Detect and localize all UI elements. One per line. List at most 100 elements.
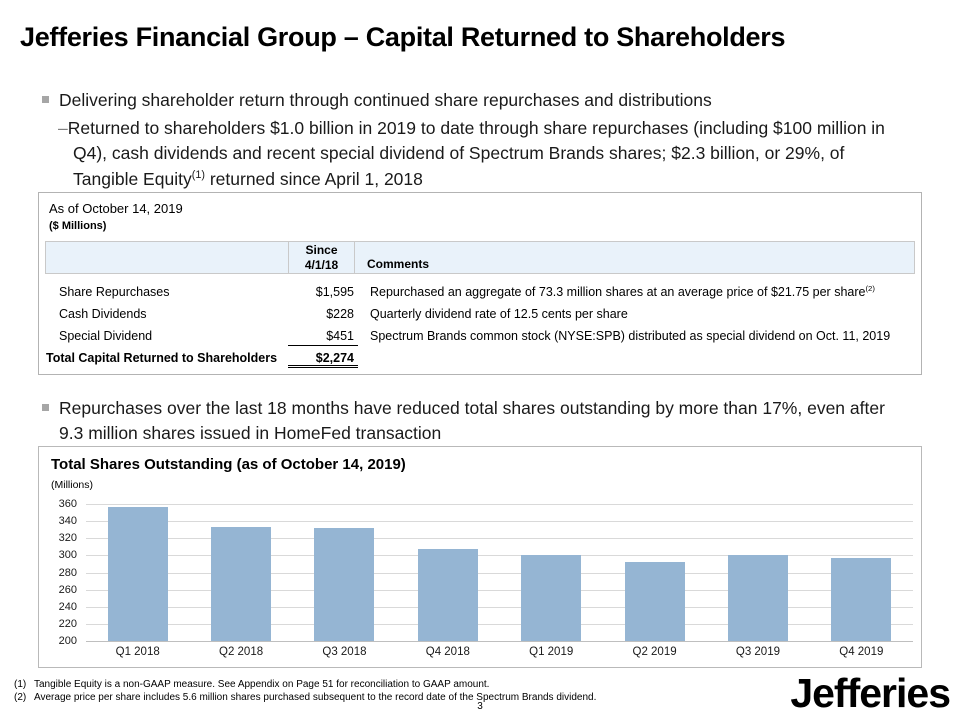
bar-q4-2019 [831, 557, 892, 641]
y-tick-label: 200 [58, 635, 77, 647]
row-value: $1,595 [315, 284, 354, 299]
gridline [86, 572, 913, 574]
x-tick-label: Q1 2018 [115, 646, 160, 658]
row-label: Total Capital Returned to Shareholders [46, 351, 278, 365]
row-value: $451 [288, 327, 358, 346]
sub-bullet-1: –Returned to shareholders $1.0 billion i… [58, 116, 910, 192]
row-label: Special Dividend [59, 329, 153, 343]
gridline [86, 538, 913, 540]
table-units-label: ($ Millions) [49, 220, 107, 232]
bar-q3-2019 [727, 554, 788, 641]
shares-outstanding-chart: Total Shares Outstanding (as of October … [38, 446, 922, 668]
bullet-2-text: Repurchases over the last 18 months have… [59, 398, 885, 443]
row-comment-text: Spectrum Brands common stock (NYSE:SPB) … [370, 329, 891, 343]
x-tick-label: Q3 2018 [322, 646, 367, 658]
bar-slot [396, 504, 499, 641]
bar-q1-2019 [521, 555, 582, 641]
chart-y-axis-labels: 200 220 240 260 280 300 320 340 360 [43, 498, 81, 647]
x-tick-label: Q4 2019 [839, 646, 884, 658]
footnote: (2) Average price per share includes 5.6 … [14, 691, 596, 704]
y-tick-label: 260 [58, 583, 77, 596]
gridline [86, 641, 913, 642]
bar-slot [293, 504, 396, 641]
table-row: Special Dividend $451 Spectrum Brands comm… [45, 325, 915, 347]
bar-q2-2019 [624, 562, 685, 641]
row-comment: Quarterly dividend rate of 12.5 cents pe… [358, 307, 915, 321]
bar-q1-2018 [107, 506, 168, 641]
footnote-number: (2) [14, 692, 27, 703]
x-tick-label: Q2 2018 [219, 646, 264, 658]
bar-slot [500, 504, 603, 641]
bullet-square-icon [42, 96, 49, 103]
row-label: Share Repurchases [59, 285, 170, 299]
row-comment-text: Quarterly dividend rate of 12.5 cents pe… [370, 307, 628, 321]
sub-bullet-1-text: Returned to shareholders $1.0 billion in… [67, 118, 885, 189]
gridline [86, 521, 913, 523]
dash-icon: – [58, 118, 68, 138]
table-row: Total Capital Returned to Shareholders $2… [45, 347, 915, 369]
row-comment: Spectrum Brands common stock (NYSE:SPB) … [358, 329, 915, 343]
table-body: Share Repurchases $1,595 Repurchased an ag… [45, 281, 915, 369]
since-line2: 4/1/18 [304, 257, 339, 272]
row-value: $2,274 [288, 349, 358, 368]
capital-returned-table: As of October 14, 2019 ($ Millions) Sinc… [38, 192, 922, 375]
bullet-square-icon [42, 404, 49, 411]
bullet-1: Delivering shareholder return through co… [42, 88, 922, 113]
row-label: Cash Dividends [59, 307, 147, 321]
table-header-spacer [46, 242, 289, 273]
chart-title: Total Shares Outstanding (as of October … [51, 456, 406, 473]
gridline [86, 504, 913, 505]
chart-plot [86, 504, 913, 642]
chart-bars [86, 504, 913, 641]
chart-x-axis-labels: Q1 2018 Q2 2018 Q3 2018 Q4 2018 Q1 2019 Q2 20… [86, 646, 913, 658]
table-as-of-label: As of October 14, 2019 [49, 201, 183, 216]
gridline [86, 623, 913, 625]
footnotes: (1) Tangible Equity is a non-GAAP measure… [14, 678, 596, 704]
bar-slot [706, 504, 809, 641]
y-tick-label: 360 [58, 498, 77, 510]
y-tick-label: 340 [58, 515, 77, 528]
x-tick-label: Q4 2018 [425, 646, 470, 658]
sub-bullet-1-text-after: returned since April 1, 2018 [204, 168, 423, 189]
bar-q4-2018 [417, 549, 478, 641]
since-line1: Since [305, 242, 338, 257]
x-tick-label: Q2 2019 [632, 646, 677, 658]
bar-q3-2018 [314, 527, 375, 641]
table-header-row: Since 4/1/18 Comments [45, 241, 915, 274]
bar-slot [603, 504, 706, 641]
bar-slot [86, 504, 189, 641]
jefferies-logo: Jefferies [790, 670, 951, 716]
bullet-2: Repurchases over the last 18 months have… [42, 396, 912, 446]
y-tick-label: 240 [58, 600, 77, 613]
x-tick-label: Q3 2019 [735, 646, 780, 658]
y-tick-label: 320 [58, 532, 77, 545]
row-comment: Repurchased an aggregate of 73.3 million… [358, 284, 915, 299]
x-tick-label: Q1 2019 [529, 646, 574, 658]
y-tick-label: 220 [58, 617, 77, 630]
bar-slot [810, 504, 913, 641]
footnote-ref-1: (1) [191, 168, 205, 181]
bar-q2-2018 [211, 527, 272, 641]
table-row: Share Repurchases $1,595 Repurchased an ag… [45, 281, 915, 303]
row-value: $228 [326, 306, 354, 321]
bar-slot [189, 504, 292, 641]
footnote-number: (1) [14, 679, 27, 690]
table-header-since: Since 4/1/18 [289, 242, 355, 273]
slide-title: Jefferies Financial Group – Capital Retu… [20, 22, 786, 52]
page-number: 3 [477, 701, 483, 712]
y-tick-label: 280 [58, 566, 77, 579]
gridline [86, 606, 913, 608]
table-header-comments: Comments [367, 257, 430, 271]
table-row: Cash Dividends $228 Quarterly dividend rat… [45, 303, 915, 325]
y-tick-label: 300 [58, 549, 77, 562]
gridline [86, 589, 913, 591]
footnote-text: Average price per share includes 5.6 mil… [34, 692, 597, 703]
footnote-text: Tangible Equity is a non-GAAP measure. S… [34, 679, 490, 690]
bullet-1-text: Delivering shareholder return through co… [59, 90, 712, 110]
footnote-ref-2: (2) [865, 284, 875, 294]
chart-units-label: (Millions) [51, 479, 93, 491]
gridline [86, 555, 913, 557]
footnote: (1) Tangible Equity is a non-GAAP measure… [14, 678, 596, 691]
row-comment-text: Repurchased an aggregate of 73.3 million… [370, 285, 866, 300]
